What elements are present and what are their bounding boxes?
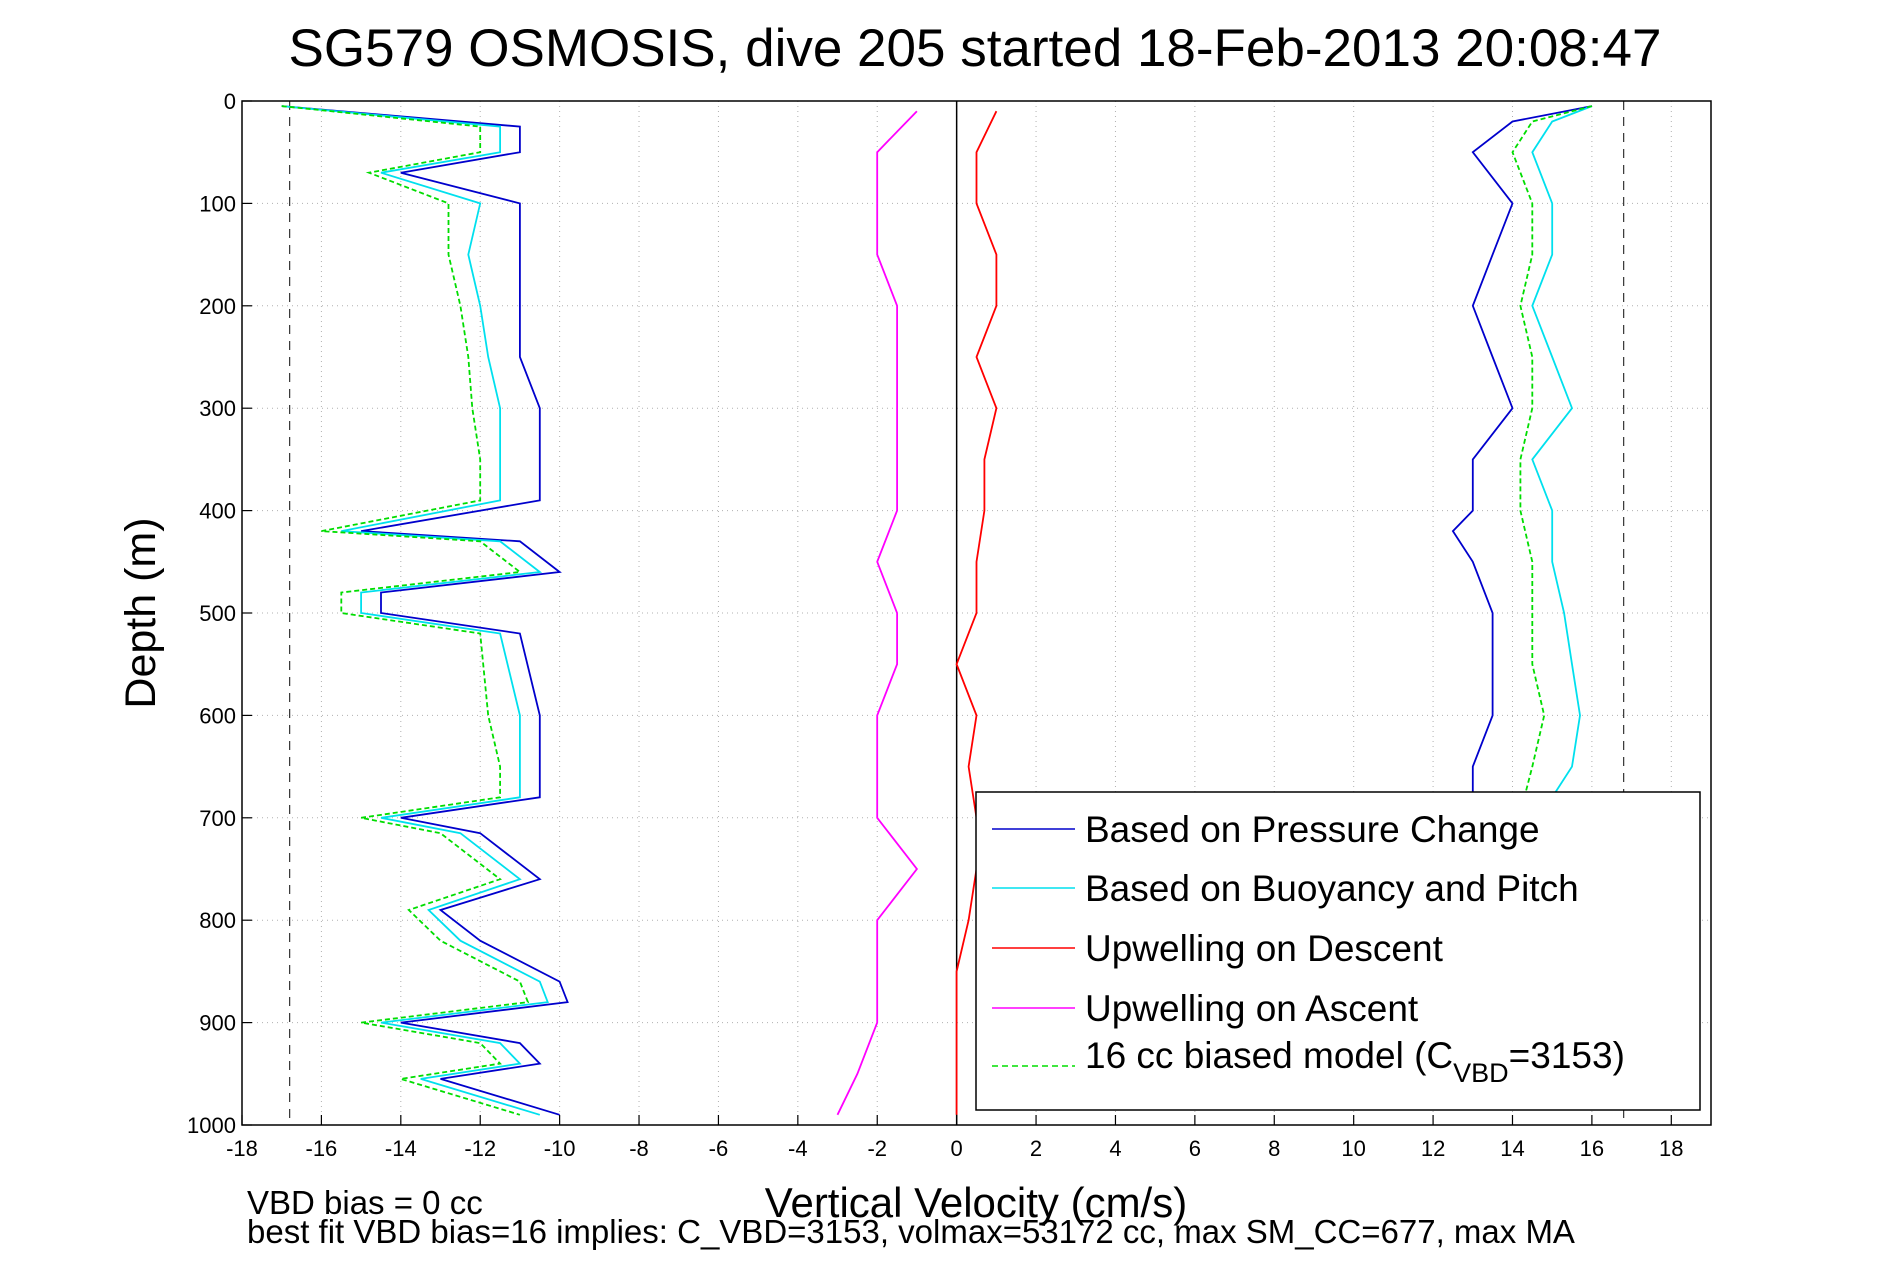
y-tick-label: 800 <box>199 908 236 933</box>
footer-fit-line: best fit VBD bias=16 implies: C_VBD=3153… <box>247 1213 1575 1250</box>
series-line-5 <box>1511 105 1593 798</box>
legend-label-biased-model: 16 cc biased model (CVBD=3153) <box>1085 1035 1625 1088</box>
x-tick-label: -10 <box>544 1136 576 1161</box>
x-tick-label: 4 <box>1109 1136 1121 1161</box>
y-tick-label: 700 <box>199 806 236 831</box>
x-tick-label: 10 <box>1341 1136 1365 1161</box>
x-tick-label: -4 <box>788 1136 808 1161</box>
x-tick-label: 0 <box>951 1136 963 1161</box>
x-axis-label: Vertical Velocity (cm/s) <box>765 1179 1187 1226</box>
series-line-0 <box>281 105 569 1116</box>
series-line-2 <box>281 105 530 1116</box>
x-tick-label: 18 <box>1659 1136 1683 1161</box>
y-tick-label: 300 <box>199 396 236 421</box>
legend-label-buoyancy: Based on Buoyancy and Pitch <box>1085 868 1579 909</box>
y-axis-label: Depth (m) <box>117 517 165 708</box>
x-tick-label: -18 <box>226 1136 258 1161</box>
y-tick-label: 900 <box>199 1011 236 1036</box>
series-line-6 <box>955 110 998 1115</box>
x-tick-label: 16 <box>1580 1136 1604 1161</box>
y-tick-label: 1000 <box>187 1113 236 1138</box>
series-line-7 <box>836 110 919 1116</box>
x-tick-label: -16 <box>306 1136 338 1161</box>
x-tick-label: -8 <box>629 1136 649 1161</box>
series-line-4 <box>1531 105 1593 798</box>
x-tick-label: 6 <box>1189 1136 1201 1161</box>
data-series <box>281 105 1593 1116</box>
legend-label-upwelling-descent: Upwelling on Descent <box>1085 928 1444 969</box>
series-line-1 <box>281 105 549 1116</box>
axis-ticks: -18 -16 -14 -12 -10 -8 -6 -4 -2 0 2 4 6 8 10 12 14 16 18 0 1… <box>187 89 1683 1161</box>
legend-label-biased-main: 16 cc biased model (C <box>1085 1035 1453 1076</box>
legend: Based on Pressure Change Based on Buoyan… <box>975 791 1701 1111</box>
y-tick-label: 500 <box>199 601 236 626</box>
x-tick-label: 14 <box>1500 1136 1524 1161</box>
y-tick-label: 200 <box>199 294 236 319</box>
y-tick-label: 400 <box>199 499 236 524</box>
y-tick-label: 100 <box>199 191 236 216</box>
legend-box <box>975 791 1701 1111</box>
x-tick-label: 12 <box>1421 1136 1445 1161</box>
legend-label-biased-sub: VBD <box>1453 1058 1509 1088</box>
legend-label-pressure: Based on Pressure Change <box>1085 809 1540 850</box>
x-tick-label: -6 <box>709 1136 729 1161</box>
y-tick-label: 600 <box>199 703 236 728</box>
x-tick-label: 2 <box>1030 1136 1042 1161</box>
x-tick-label: -12 <box>464 1136 496 1161</box>
chart-title: SG579 OSMOSIS, dive 205 started 18-Feb-2… <box>289 19 1662 78</box>
x-tick-label: 8 <box>1268 1136 1280 1161</box>
x-tick-label: -2 <box>867 1136 887 1161</box>
x-tick-label: -14 <box>385 1136 417 1161</box>
footer-bias-line: VBD bias = 0 cc <box>247 1184 483 1221</box>
series-line-3 <box>1451 105 1593 798</box>
legend-label-biased-tail: =3153) <box>1509 1035 1625 1076</box>
legend-label-upwelling-ascent: Upwelling on Ascent <box>1085 988 1419 1029</box>
y-tick-label: 0 <box>224 89 236 114</box>
